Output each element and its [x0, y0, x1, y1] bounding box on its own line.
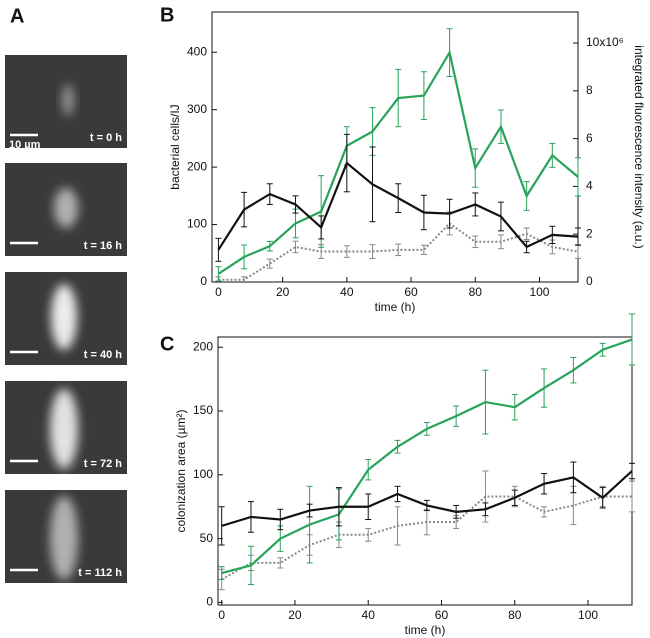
x-tick-label: 60 [435, 608, 449, 622]
x-tick-label: 60 [404, 285, 418, 299]
x-tick-label: 40 [340, 285, 354, 299]
y-axis-label: colonization area (µm²) [174, 410, 188, 533]
x-tick-label: 40 [362, 608, 376, 622]
y-tick-label: 400 [187, 44, 207, 58]
series-line [218, 222, 579, 281]
bacteria-glow [51, 284, 77, 350]
series-line [217, 161, 579, 251]
x-tick-label: 0 [215, 285, 222, 299]
x-tick-label: 100 [529, 285, 549, 299]
x-tick-label: 100 [578, 608, 598, 622]
panel-label: B [160, 4, 174, 26]
series-line [221, 470, 633, 527]
y2-tick-label: 4 [586, 179, 593, 193]
y-tick-label: 0 [206, 595, 213, 609]
y2-tick-label: 0 [586, 274, 593, 288]
time-label: t = 40 h [84, 349, 122, 361]
error-bar [292, 240, 299, 254]
x-tick-label: 20 [276, 285, 290, 299]
x-axis-label: time (h) [405, 623, 446, 637]
error-bar [343, 245, 350, 258]
error-bar [472, 235, 479, 249]
y2-tick-label: 8 [586, 83, 593, 97]
y-tick-label: 200 [193, 339, 213, 353]
y-tick-label: 50 [200, 531, 214, 545]
bacteria-glow [62, 84, 74, 116]
y-tick-label: 100 [193, 467, 213, 481]
series-line [221, 338, 633, 575]
y2-tick-label: 6 [586, 131, 593, 145]
error-bar [266, 258, 273, 269]
error-bar [629, 480, 635, 513]
y-tick-label: 100 [187, 217, 207, 231]
plot-frame [211, 11, 579, 283]
y2-axis-label: integrated fluorescence intensity (a.u.) [632, 45, 646, 248]
bacteria-glow [54, 188, 78, 228]
y2-tick-label: 10x10⁶ [586, 35, 624, 49]
series-line [221, 495, 632, 581]
y-tick-label: 150 [193, 403, 213, 417]
scale-bar-label: 10 µm [9, 139, 41, 151]
x-axis-label: time (h) [375, 300, 416, 314]
y-tick-label: 300 [187, 102, 207, 116]
bacteria-glow [50, 389, 78, 469]
panel-label: A [10, 5, 24, 27]
series-line [217, 49, 579, 275]
bacteria-glow [50, 496, 78, 580]
error-bar [277, 557, 284, 569]
y-axis-label: bacterial cells/IJ [168, 104, 182, 189]
x-tick-label: 80 [508, 608, 522, 622]
error-bar [420, 244, 427, 255]
time-label: t = 0 h [90, 132, 122, 144]
x-tick-label: 80 [469, 285, 483, 299]
y-tick-label: 200 [187, 159, 207, 173]
x-tick-label: 0 [218, 608, 225, 622]
time-label: t = 16 h [84, 240, 122, 252]
x-tick-label: 20 [288, 608, 302, 622]
time-label: t = 112 h [78, 567, 122, 579]
time-label: t = 72 h [84, 458, 122, 470]
y-tick-label: 0 [200, 274, 207, 288]
panel-label: C [160, 333, 174, 355]
y2-tick-label: 2 [586, 226, 593, 240]
